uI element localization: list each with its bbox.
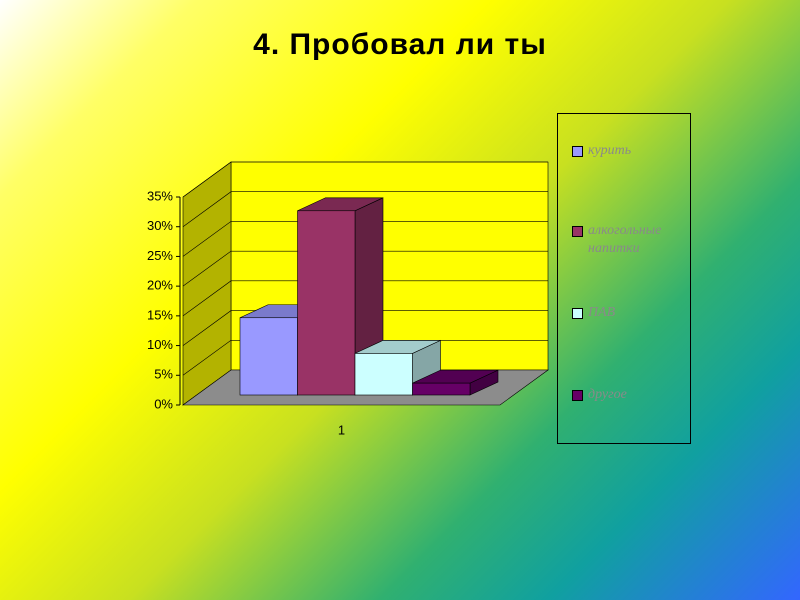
- legend-item: курить: [572, 142, 690, 160]
- chart-title: 4. Пробовал ли ты: [253, 28, 547, 61]
- bar: [412, 382, 471, 396]
- y-tick-label: 35%: [147, 188, 173, 203]
- legend: курить алкогольные напитки ПАВ другое: [557, 113, 691, 444]
- y-tick-label: 15%: [147, 307, 173, 322]
- legend-label: другое: [588, 387, 627, 402]
- y-tick-label: 5%: [154, 367, 173, 382]
- y-tick-label: 30%: [147, 218, 173, 233]
- y-tick-label: 10%: [147, 337, 173, 352]
- legend-label: курить: [588, 143, 632, 158]
- grid-line: [182, 161, 548, 198]
- legend-swatch: [572, 308, 583, 319]
- grid-line: [182, 280, 548, 317]
- grid-line: [182, 221, 548, 257]
- legend-swatch: [572, 390, 583, 401]
- legend-label: алкогольные напитки: [588, 223, 662, 256]
- grid-line: [182, 310, 548, 346]
- bar: [297, 210, 356, 396]
- x-tick-label: 1: [338, 422, 345, 437]
- legend-item: алкогольные напитки: [572, 222, 690, 258]
- legend-swatch: [572, 226, 583, 237]
- y-tick-label: 0%: [154, 396, 173, 411]
- grid-line: [182, 250, 548, 287]
- legend-item: ПАВ: [572, 304, 690, 322]
- grid-line: [182, 191, 548, 227]
- bar: [239, 317, 298, 396]
- side-wall: [182, 161, 232, 406]
- legend-item: другое: [572, 386, 690, 404]
- y-tick-label: 25%: [147, 248, 173, 263]
- bar: [354, 353, 413, 396]
- y-tick-label: 20%: [147, 278, 173, 293]
- legend-label: ПАВ: [588, 305, 616, 320]
- grid-line: [182, 339, 548, 376]
- legend-swatch: [572, 146, 583, 157]
